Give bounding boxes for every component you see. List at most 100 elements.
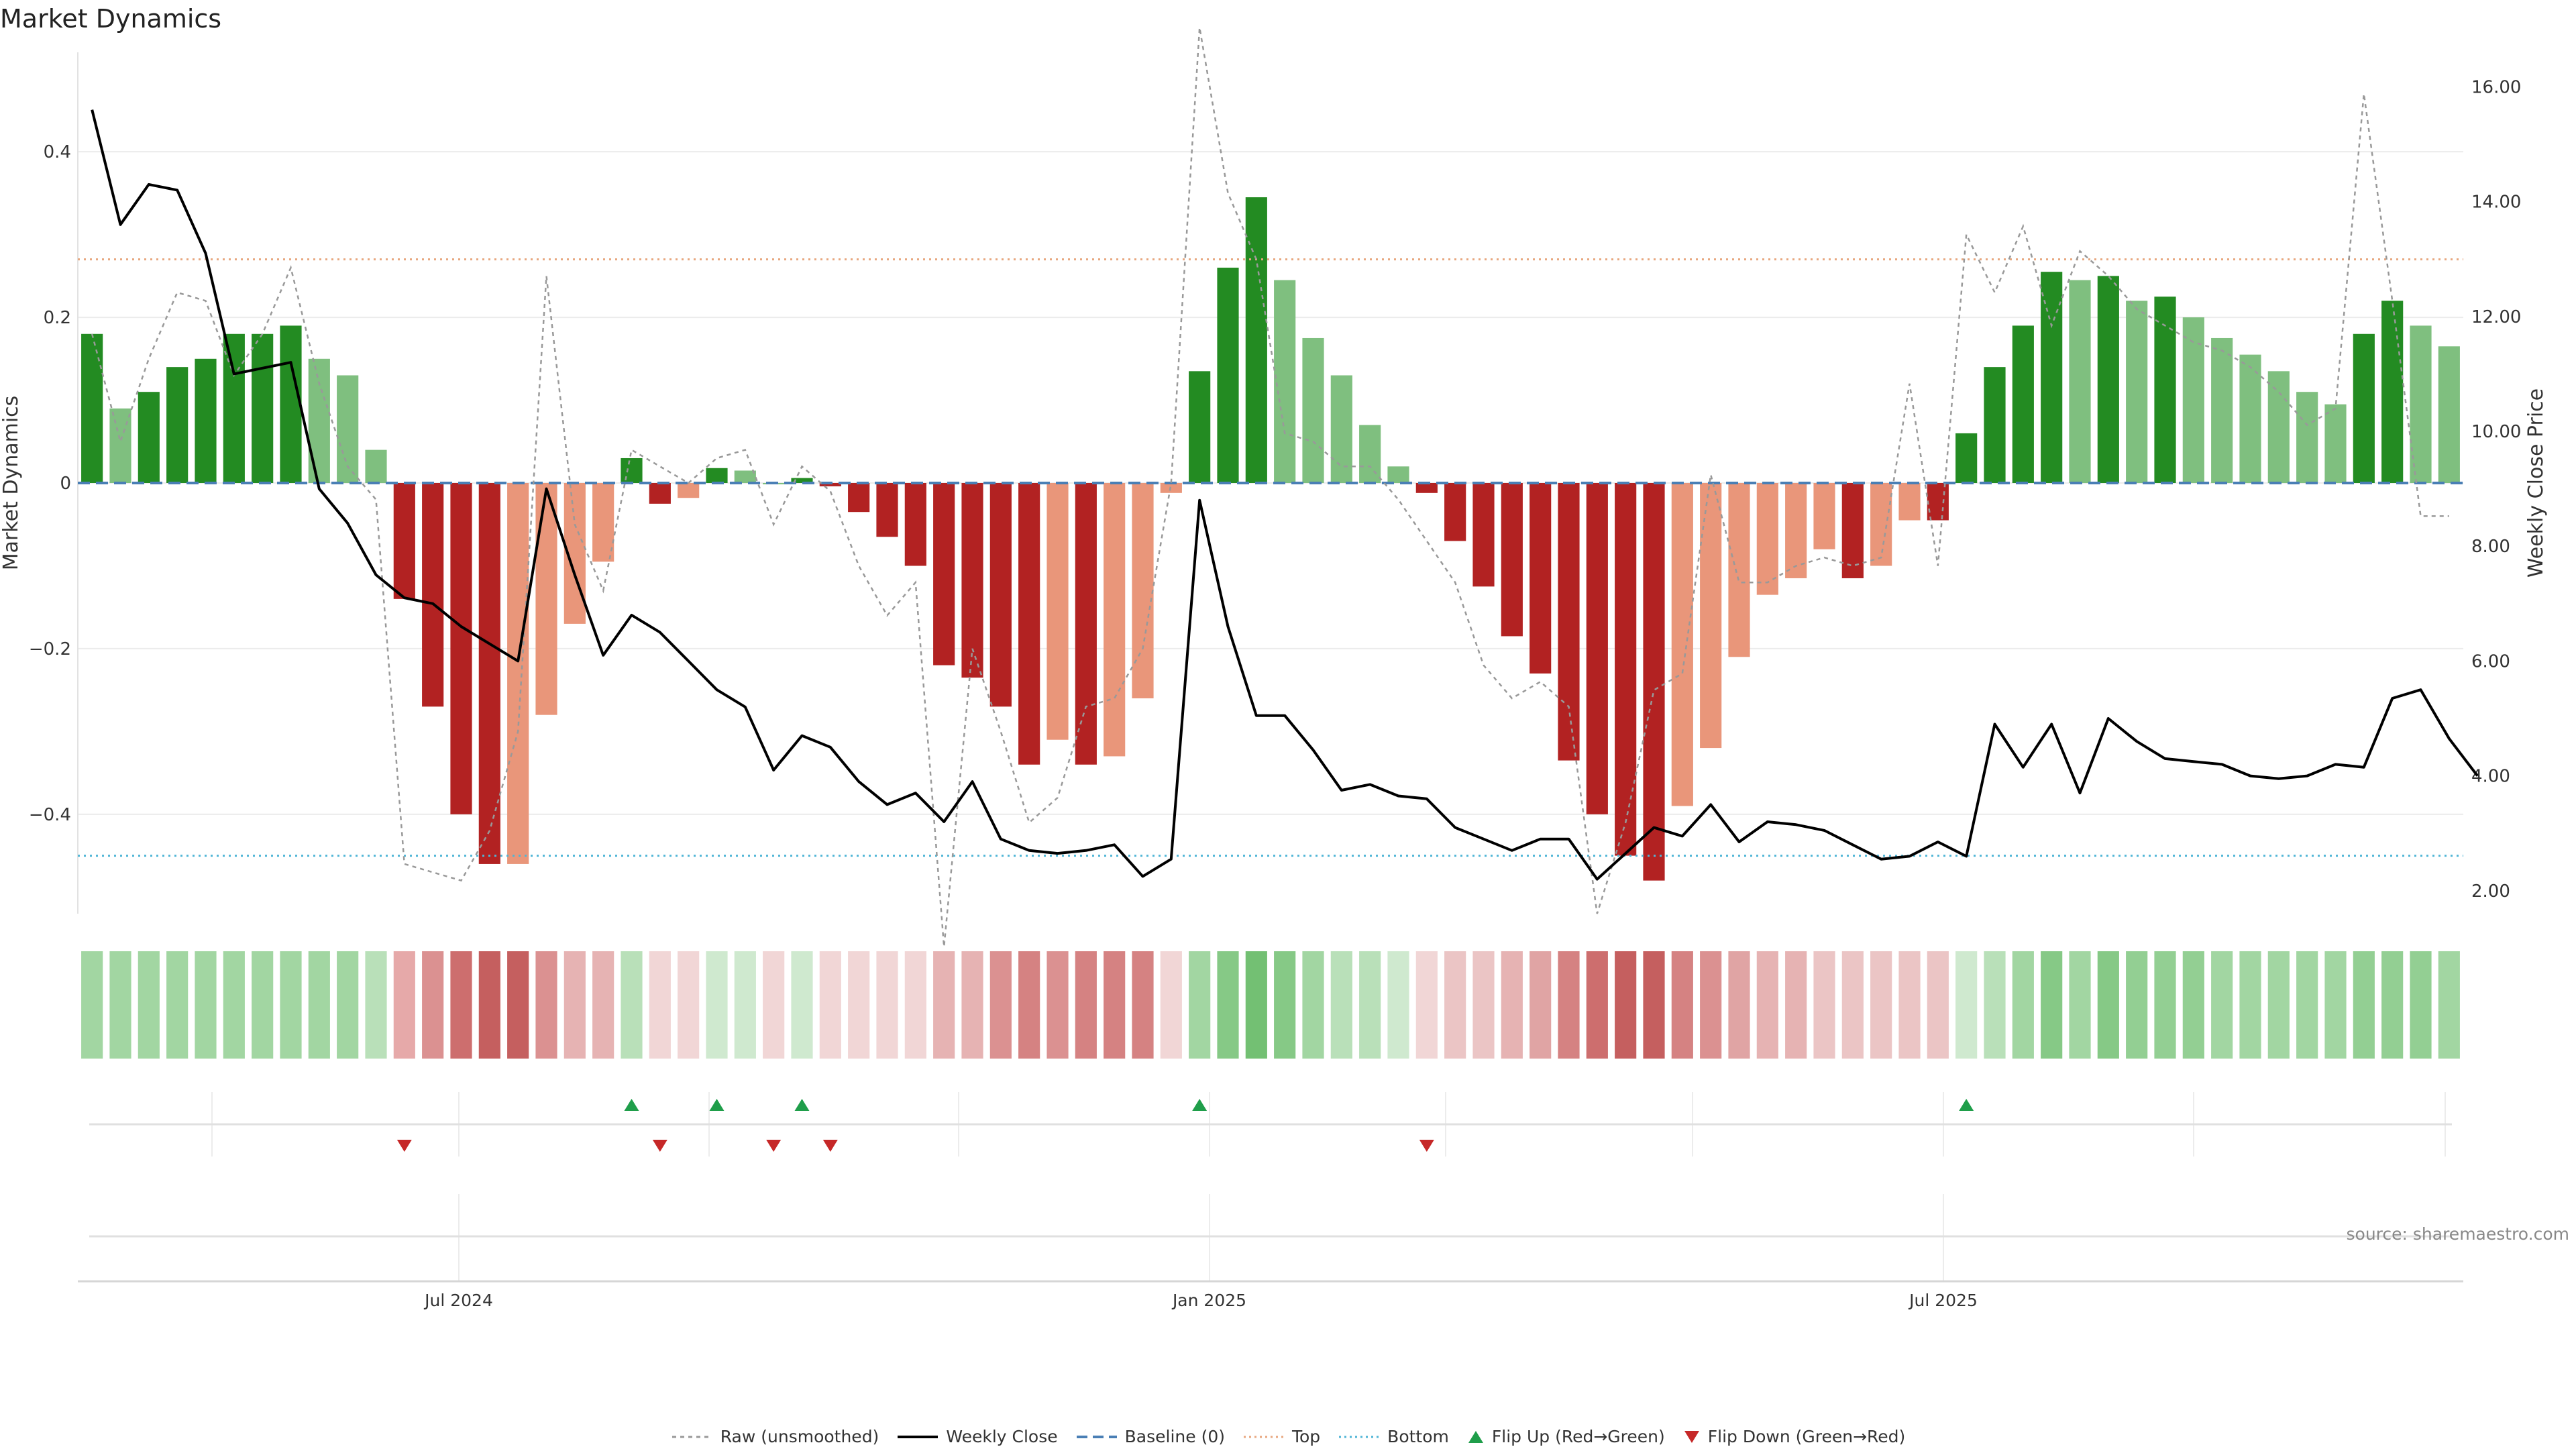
- heat-strip-cell: [2154, 951, 2176, 1059]
- legend-raw: Raw (unsmoothed): [671, 1427, 879, 1446]
- bar: [1586, 483, 1608, 814]
- bar: [1529, 483, 1552, 674]
- bar: [678, 483, 700, 498]
- bar: [1104, 483, 1126, 757]
- heat-strip-cell: [1444, 951, 1466, 1059]
- heat-strip-cell: [1217, 951, 1239, 1059]
- heat-strip-cell: [1529, 951, 1552, 1059]
- triangle-up-icon: [1468, 1430, 1483, 1443]
- heat-strip-cell: [1615, 951, 1637, 1059]
- bar: [1472, 483, 1495, 587]
- bar: [1302, 337, 1324, 483]
- heat-strip-cell: [1700, 951, 1722, 1059]
- flip-up-marker: [1959, 1099, 1974, 1111]
- heat-strip-cell: [138, 951, 160, 1059]
- bar: [1217, 268, 1239, 483]
- heat-strip-cell: [1245, 951, 1267, 1059]
- bar: [195, 358, 217, 483]
- heat-strip-cell: [1075, 951, 1097, 1059]
- heat-strip-cell: [2353, 951, 2375, 1059]
- bar: [2381, 301, 2404, 483]
- bar: [450, 483, 472, 814]
- heat-strip-cell: [2182, 951, 2204, 1059]
- heat-strip-cell: [223, 951, 245, 1059]
- triangle-down-icon: [1684, 1430, 1699, 1443]
- heat-strip-cell: [1870, 951, 1892, 1059]
- bar: [2012, 325, 2034, 483]
- heat-strip-cell: [1813, 951, 1835, 1059]
- y-right-axis-label: Weekly Close Price: [2524, 388, 2548, 578]
- heat-strip-cell: [1302, 951, 1324, 1059]
- heat-strip-cell: [1132, 951, 1154, 1059]
- heat-strip-cell: [1387, 951, 1409, 1059]
- heat-strip-cell: [678, 951, 700, 1059]
- bar: [1018, 483, 1040, 765]
- bar: [1132, 483, 1154, 698]
- bar: [2041, 272, 2063, 483]
- bar: [1841, 483, 1864, 578]
- bar: [1700, 483, 1722, 749]
- bar: [1671, 483, 1693, 806]
- legend-bottom-label: Bottom: [1387, 1427, 1449, 1446]
- legend-top-label: Top: [1291, 1427, 1321, 1446]
- bar: [422, 483, 444, 707]
- heat-strip-cell: [1046, 951, 1069, 1059]
- heat-strip-cell: [564, 951, 586, 1059]
- bar: [535, 483, 557, 715]
- bar: [989, 483, 1012, 707]
- bar: [308, 358, 330, 483]
- bar: [933, 483, 955, 665]
- heat-strip-cell: [763, 951, 785, 1059]
- heat-strip-cell: [422, 951, 444, 1059]
- flip-up-marker: [709, 1099, 724, 1111]
- y-left-tick-label: −0.4: [29, 805, 71, 825]
- heat-strip-cell: [706, 951, 728, 1059]
- heat-strip-cell: [1841, 951, 1864, 1059]
- legend-close-label: Weekly Close: [946, 1427, 1058, 1446]
- heat-strip-cell: [592, 951, 614, 1059]
- heat-strip-cell: [1274, 951, 1296, 1059]
- bar: [2410, 325, 2432, 483]
- bar: [2296, 392, 2318, 483]
- bar: [1558, 483, 1580, 761]
- flip-up-marker: [624, 1099, 639, 1111]
- heat-strip-cell: [848, 951, 870, 1059]
- heat-strip-cell: [2239, 951, 2261, 1059]
- heat-strip-cell: [507, 951, 529, 1059]
- legend-baseline: Baseline (0): [1075, 1427, 1225, 1446]
- bar: [1160, 483, 1182, 493]
- y-right-tick-label: 4.00: [2471, 767, 2510, 787]
- heat-strip-cell: [166, 951, 189, 1059]
- raw-series-line: [91, 27, 2449, 947]
- bar: [1359, 425, 1381, 483]
- top-swatch-icon: [1243, 1436, 1284, 1438]
- bar: [1501, 483, 1523, 637]
- bar: [592, 483, 614, 562]
- bar: [2097, 276, 2119, 483]
- heat-strip-cell: [1501, 951, 1523, 1059]
- y-left-tick-label: 0.2: [44, 308, 71, 328]
- legend-flip-up: Flip Up (Red→Green): [1466, 1427, 1665, 1446]
- heat-strip-cell: [933, 951, 955, 1059]
- heat-strip-cell: [1359, 951, 1381, 1059]
- x-tick-label: Jul 2024: [423, 1291, 493, 1310]
- heat-strip-cell: [1643, 951, 1665, 1059]
- bar: [138, 392, 160, 483]
- legend-close: Weekly Close: [896, 1427, 1058, 1446]
- heat-strip-cell: [1898, 951, 1921, 1059]
- bar: [478, 483, 500, 864]
- legend-top: Top: [1242, 1427, 1320, 1446]
- bar: [904, 483, 926, 566]
- flip-down-marker: [396, 1140, 412, 1152]
- heat-strip-cell: [1927, 951, 1949, 1059]
- flip-up-marker: [794, 1099, 810, 1111]
- bar: [876, 483, 898, 537]
- heat-strip-cell: [2126, 951, 2148, 1059]
- bar: [791, 478, 813, 483]
- heat-strip-cell: [649, 951, 671, 1059]
- flip-down-marker: [1419, 1140, 1434, 1152]
- heat-strip-cell: [81, 951, 103, 1059]
- heat-strip-cell: [2069, 951, 2091, 1059]
- bar: [2069, 280, 2091, 483]
- weekly-close-line: [91, 109, 2479, 881]
